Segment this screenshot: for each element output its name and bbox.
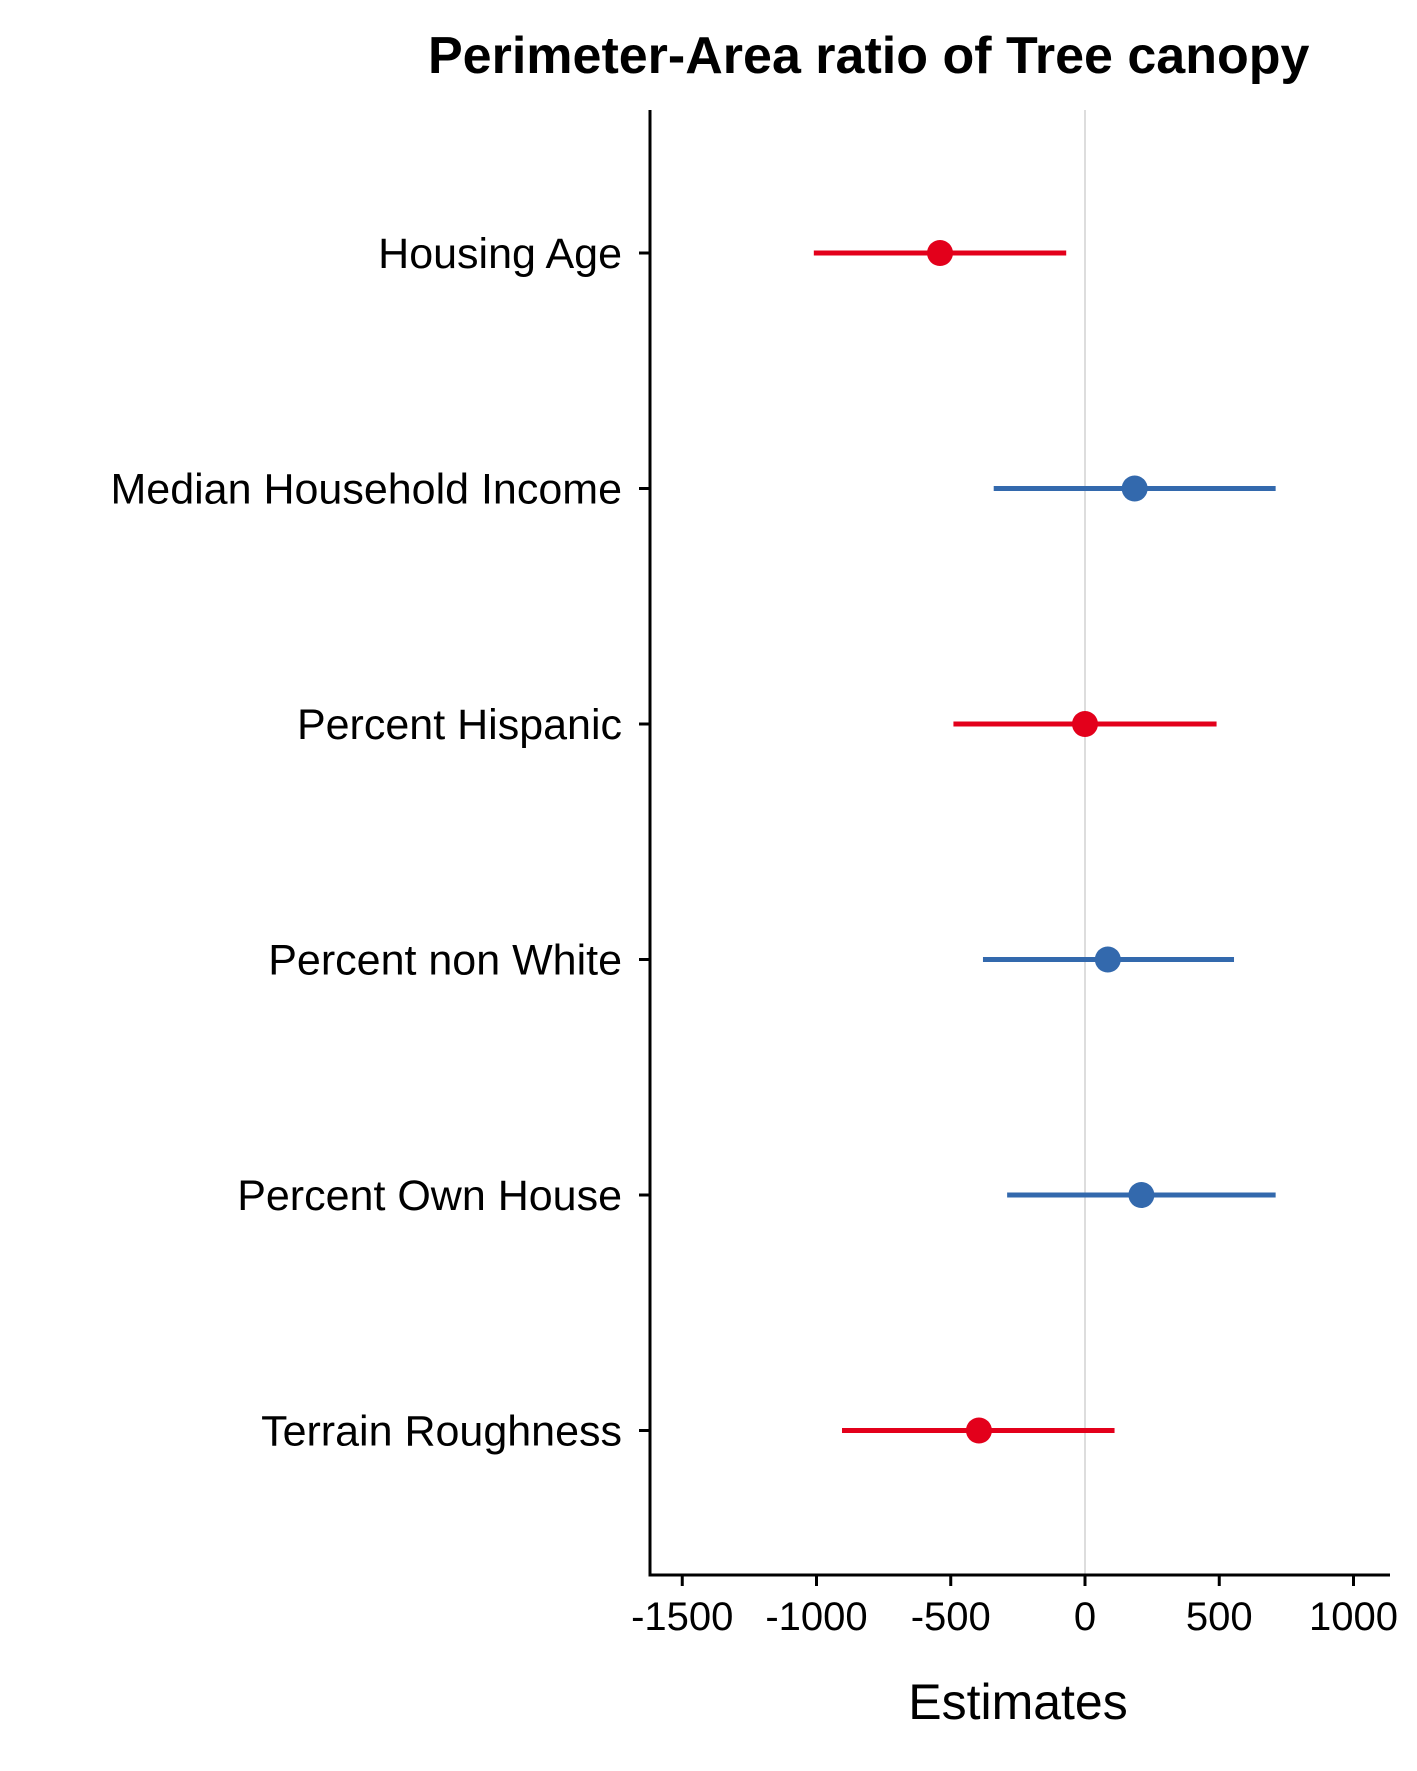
category-label-6: Terrain Roughness [261, 1408, 622, 1456]
plot-area [813, 110, 1276, 1575]
estimate-point-5 [1128, 1182, 1155, 1208]
estimate-point-1 [927, 240, 954, 266]
axes: Housing Age Median Household Income Percen… [110, 110, 1398, 1639]
x-tick-label-2: -1000 [765, 1595, 867, 1639]
chart-title: Perimeter-Area ratio of Tree canopy [428, 27, 1310, 85]
category-label-3: Percent Hispanic [297, 701, 622, 749]
x-tick-label-6: 1000 [1309, 1595, 1398, 1639]
category-label-5: Percent Own House [237, 1172, 622, 1220]
estimate-point-2 [1121, 475, 1148, 502]
category-label-1: Housing Age [378, 230, 622, 278]
x-tick-label-1: -1500 [631, 1595, 733, 1639]
estimate-point-4 [1094, 946, 1121, 973]
estimate-point-3 [1072, 711, 1098, 737]
x-axis-title: Estimates [908, 1674, 1128, 1730]
category-label-2: Median Household Income [110, 466, 622, 514]
estimate-point-6 [965, 1417, 992, 1444]
x-tick-label-3: -500 [911, 1595, 991, 1639]
x-tick-label-4: 0 [1074, 1595, 1096, 1639]
x-tick-label-5: 500 [1186, 1595, 1253, 1639]
category-label-4: Percent non White [268, 937, 622, 985]
